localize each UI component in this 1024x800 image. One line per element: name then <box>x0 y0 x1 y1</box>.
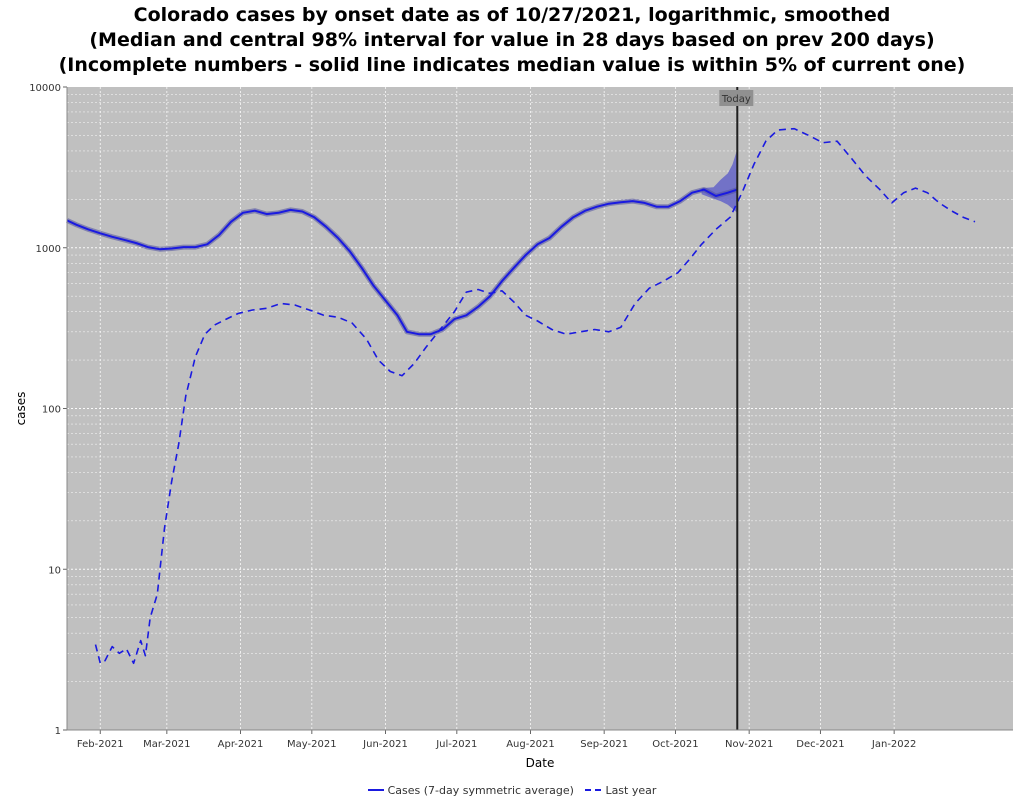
today-label: Today <box>721 94 751 105</box>
chart-title-line-1: Colorado cases by onset date as of 10/27… <box>133 4 891 26</box>
solid-line-swatch-icon <box>367 789 384 791</box>
x-tick-label: Oct-2021 <box>652 739 698 750</box>
x-tick-label: Jul-2021 <box>435 739 477 750</box>
x-tick-label: Sep-2021 <box>580 739 628 750</box>
legend-item-cases: Cases (7-day symmetric average) <box>367 783 574 797</box>
series-line-last-year <box>94 127 976 665</box>
today-marker-layer: Today <box>719 87 754 730</box>
x-tick-label: Jan-2022 <box>871 739 916 750</box>
x-tick-label: Mar-2021 <box>143 739 190 750</box>
today-label-box <box>719 90 754 106</box>
x-tick-label: Apr-2021 <box>218 739 264 750</box>
y-tick-label: 10000 <box>29 83 61 94</box>
line-chart: Today Feb-2021 Mar-2021 Apr-2021 May-2021 Ju… <box>14 83 1013 770</box>
legend-label-cases: Cases (7-day symmetric average) <box>387 783 574 797</box>
grid-lines <box>67 87 1013 731</box>
series-layer <box>65 127 976 665</box>
x-tick-label: Dec-2021 <box>796 739 844 750</box>
x-tick-label: May-2021 <box>287 739 337 750</box>
y-tick-label: 1 <box>55 726 61 737</box>
y-tick-label: 10 <box>48 565 61 576</box>
legend-item-last-year: Last year <box>585 784 656 797</box>
axes: Feb-2021 Mar-2021 Apr-2021 May-2021 Jun-2021… <box>29 83 1013 750</box>
x-tick-label: Aug-2021 <box>506 739 555 750</box>
dashed-line-swatch-icon <box>585 789 602 791</box>
y-tick-label: 100 <box>42 405 61 416</box>
forecast-band <box>701 149 738 213</box>
x-tick-label: Feb-2021 <box>77 739 124 750</box>
forecast-band-layer <box>701 149 738 213</box>
series-line-cases <box>66 188 738 336</box>
y-axis-label: cases <box>14 392 28 426</box>
chart-title-line-2: (Median and central 98% interval for val… <box>89 29 935 51</box>
chart-title-line-3: (Incomplete numbers - solid line indicat… <box>58 54 966 76</box>
y-tick-label: 1000 <box>36 244 61 255</box>
x-tick-label: Nov-2021 <box>725 739 773 750</box>
x-axis-label: Date <box>526 756 555 770</box>
legend-label-last-year: Last year <box>605 783 657 797</box>
legend: Cases (7-day symmetric average) Last yea… <box>0 781 1024 797</box>
x-tick-label: Jun-2021 <box>362 739 408 750</box>
